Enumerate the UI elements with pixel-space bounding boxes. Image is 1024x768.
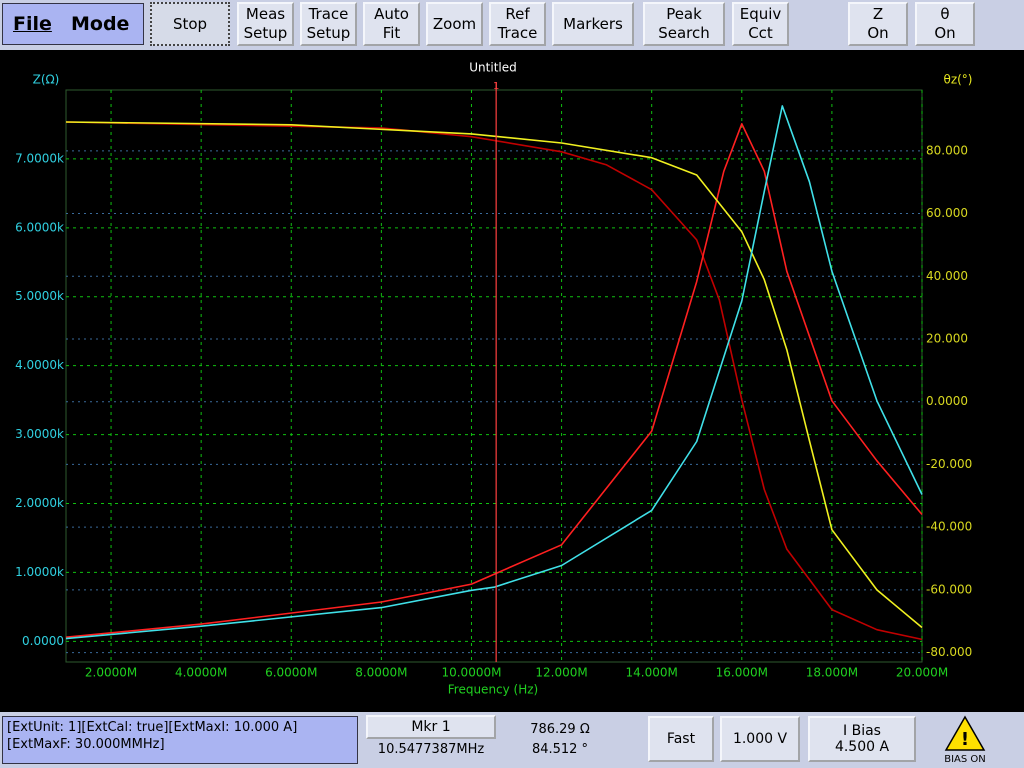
plot-frame <box>65 89 923 663</box>
warning-icon <box>944 715 986 751</box>
y2-axis-label: θz(°) <box>943 73 972 87</box>
warning-mark: ! <box>961 729 969 750</box>
toolbar-button[interactable]: Trace Setup <box>300 2 357 46</box>
button-label: Zoom <box>432 14 477 33</box>
y-axis-label: Z(Ω) <box>33 73 60 87</box>
button-label: Auto <box>374 5 409 23</box>
status-bar: [ExtUnit: 1][ExtCal: true][ExtMaxI: 10.0… <box>0 712 1024 768</box>
toolbar-button[interactable]: Peak Search <box>643 2 725 46</box>
toolbar-button[interactable]: Equiv Cct <box>732 2 789 46</box>
trace <box>65 121 923 641</box>
ext-line: [ExtUnit: 1][ExtCal: true][ExtMaxI: 10.0… <box>7 720 298 735</box>
toolbar-button[interactable]: Zoom <box>426 2 483 46</box>
y2-tick-label: 80.000 <box>926 143 968 157</box>
x-tick-label: 6.0000M <box>265 666 317 680</box>
menu-bar: File Mode <box>2 3 144 45</box>
bias-label: I Bias <box>843 723 881 739</box>
trace <box>65 105 923 640</box>
button-label: Markers <box>563 14 623 33</box>
y-tick-label: 3.0000k <box>15 427 64 441</box>
button-label: Cct <box>748 24 773 42</box>
button-label: Fit <box>382 24 401 42</box>
marker-impedance: 786.29 Ω <box>530 722 590 737</box>
y-tick-label: 0.0000 <box>22 634 64 648</box>
trace <box>65 121 923 629</box>
toolbar-button[interactable]: Meas Setup <box>237 2 294 46</box>
button-label: Meas <box>245 5 286 23</box>
x-tick-label: 12.000M <box>535 666 587 680</box>
bias-value: 4.500 A <box>834 739 890 755</box>
button-label: Trace <box>308 5 349 23</box>
bias-indicator: ! BIAS ON <box>944 715 986 765</box>
y2-tick-label: -80.000 <box>926 645 972 659</box>
y2-tick-label: 60.000 <box>926 206 968 220</box>
chart-title: Untitled <box>469 61 516 75</box>
y-tick-label: 7.0000k <box>15 151 64 165</box>
toolbar-button[interactable]: Stop <box>150 2 230 46</box>
x-tick-label: 8.0000M <box>355 666 407 680</box>
marker-phase: 84.512 ° <box>531 742 589 757</box>
menu-file[interactable]: File <box>13 13 52 35</box>
button-label: Setup <box>306 24 351 42</box>
button-label: Trace <box>497 24 538 42</box>
toolbar-button[interactable]: Auto Fit <box>363 2 420 46</box>
y2-tick-label: 40.000 <box>926 269 968 283</box>
button-label: On <box>934 24 956 42</box>
y2-tick-label: -20.000 <box>926 457 972 471</box>
x-tick-label: 10.0000M <box>441 666 501 680</box>
x-tick-label: 4.0000M <box>175 666 227 680</box>
button-label: Setup <box>243 24 288 42</box>
y2-tick-label: 20.000 <box>926 331 968 345</box>
trace <box>65 123 923 638</box>
x-tick-label: 16.000M <box>716 666 768 680</box>
chart-background <box>0 50 1024 712</box>
x-tick-label: 20.000M <box>896 666 948 680</box>
ext-line: [ExtMaxF: 30.000MMHz] <box>7 737 165 752</box>
x-tick-label: 18.000M <box>806 666 858 680</box>
y2-tick-label: -60.000 <box>926 582 972 596</box>
button-label: Ref <box>505 5 530 23</box>
marker-label: 1 <box>493 81 499 92</box>
y-tick-label: 4.0000k <box>15 358 64 372</box>
button-label: Z <box>872 5 884 23</box>
y2-tick-label: 0.0000 <box>926 394 968 408</box>
toolbar-button[interactable]: Markers <box>552 2 634 46</box>
speed-button[interactable]: Fast <box>648 716 714 762</box>
bias-button[interactable]: I Bias 4.500 A <box>808 716 916 762</box>
button-label: Stop <box>172 14 208 33</box>
chart: Untitled Z(Ω) θz(°) Frequency (Hz) 2.000… <box>0 50 1024 712</box>
toolbar: File Mode Stop Meas Setup Trace Setup Auto Fit… <box>0 0 1024 50</box>
button-label: On <box>867 24 889 42</box>
menu-mode[interactable]: Mode <box>71 13 130 35</box>
bias-on-label: BIAS ON <box>944 754 986 765</box>
x-tick-label: 2.0000M <box>85 666 137 680</box>
level-button[interactable]: 1.000 V <box>720 716 800 762</box>
toolbar-button[interactable]: θ On <box>915 2 975 46</box>
y-tick-label: 1.0000k <box>15 565 64 579</box>
button-label: θ <box>940 5 950 23</box>
y-tick-label: 2.0000k <box>15 496 64 510</box>
marker-frequency: 10.5477387MHz <box>377 742 485 757</box>
button-label: Search <box>658 24 710 42</box>
toolbar-button[interactable]: Ref Trace <box>489 2 546 46</box>
y-tick-label: 5.0000k <box>15 289 64 303</box>
x-axis-label: Frequency (Hz) <box>448 683 539 697</box>
y2-tick-label: -40.000 <box>926 520 972 534</box>
toolbar-button[interactable]: Z On <box>848 2 908 46</box>
ext-info: [ExtUnit: 1][ExtCal: true][ExtMaxI: 10.0… <box>2 716 358 764</box>
x-tick-label: 14.000M <box>626 666 678 680</box>
button-label: Peak <box>666 5 702 23</box>
marker-button[interactable]: Mkr 1 <box>366 715 496 739</box>
button-label: Equiv <box>739 5 782 23</box>
y-tick-label: 6.0000k <box>15 220 64 234</box>
